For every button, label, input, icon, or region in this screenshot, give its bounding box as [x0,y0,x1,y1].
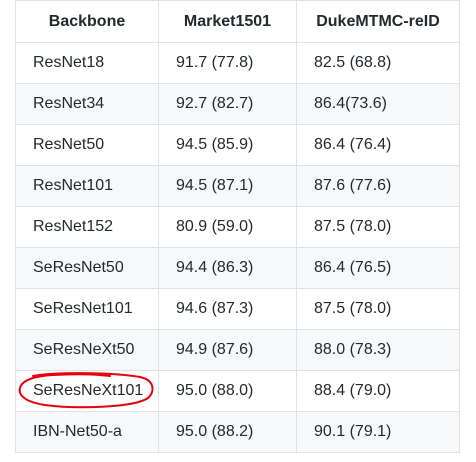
results-table-container: Backbone Market1501 DukeMTMC-reID ResNet… [15,0,460,453]
dukemtmc-cell: 88.4 (79.0) [296,370,460,412]
backbone-cell: ResNet18 [15,42,159,84]
backbone-cell: ResNet50 [15,124,159,166]
market1501-cell: 94.6 (87.3) [158,288,297,330]
backbone-cell: SeResNeXt50 [15,329,159,371]
header-backbone: Backbone [15,0,159,43]
dukemtmc-cell: 90.1 (79.1) [296,411,460,453]
dukemtmc-cell: 87.5 (78.0) [296,206,460,248]
market1501-cell: 91.7 (77.8) [158,42,297,84]
table-row: ResNet101 94.5 (87.1) 87.6 (77.6) [15,165,460,207]
header-row: Backbone Market1501 DukeMTMC-reID [15,0,460,43]
market1501-cell: 80.9 (59.0) [158,206,297,248]
market1501-cell: 92.7 (82.7) [158,83,297,125]
header-market1501: Market1501 [158,0,297,43]
dukemtmc-cell: 87.6 (77.6) [296,165,460,207]
backbone-cell: IBN-Net50-a [15,411,159,453]
table-row-highlighted: SeResNeXt101 95.0 (88.0) 88.4 (79.0) [15,370,460,412]
backbone-cell: SeResNet50 [15,247,159,289]
header-dukemtmc: DukeMTMC-reID [296,0,460,43]
table-row: ResNet152 80.9 (59.0) 87.5 (78.0) [15,206,460,248]
backbone-cell: SeResNet101 [15,288,159,330]
dukemtmc-cell: 86.4 (76.5) [296,247,460,289]
backbone-cell: ResNet101 [15,165,159,207]
table-row: ResNet50 94.5 (85.9) 86.4 (76.4) [15,124,460,166]
table-row: ResNet18 91.7 (77.8) 82.5 (68.8) [15,42,460,84]
table-row: SeResNet101 94.6 (87.3) 87.5 (78.0) [15,288,460,330]
backbone-cell: ResNet34 [15,83,159,125]
table-body: ResNet18 91.7 (77.8) 82.5 (68.8) ResNet3… [15,42,460,453]
dukemtmc-cell: 82.5 (68.8) [296,42,460,84]
market1501-cell: 95.0 (88.2) [158,411,297,453]
market1501-cell: 94.5 (87.1) [158,165,297,207]
table-row: IBN-Net50-a 95.0 (88.2) 90.1 (79.1) [15,411,460,453]
table-row: ResNet34 92.7 (82.7) 86.4(73.6) [15,83,460,125]
table-header: Backbone Market1501 DukeMTMC-reID [15,0,460,43]
table-row: SeResNeXt50 94.9 (87.6) 88.0 (78.3) [15,329,460,371]
highlighted-backbone-label: SeResNeXt101 [33,382,144,399]
results-table: Backbone Market1501 DukeMTMC-reID ResNet… [15,0,460,453]
dukemtmc-cell: 87.5 (78.0) [296,288,460,330]
dukemtmc-cell: 86.4(73.6) [296,83,460,125]
backbone-cell-highlighted: SeResNeXt101 [15,370,159,412]
market1501-cell: 94.5 (85.9) [158,124,297,166]
backbone-cell: ResNet152 [15,206,159,248]
dukemtmc-cell: 86.4 (76.4) [296,124,460,166]
dukemtmc-cell: 88.0 (78.3) [296,329,460,371]
highlighted-backbone: SeResNeXt101 [18,372,154,409]
table-row: SeResNet50 94.4 (86.3) 86.4 (76.5) [15,247,460,289]
market1501-cell: 94.4 (86.3) [158,247,297,289]
market1501-cell: 94.9 (87.6) [158,329,297,371]
market1501-cell: 95.0 (88.0) [158,370,297,412]
